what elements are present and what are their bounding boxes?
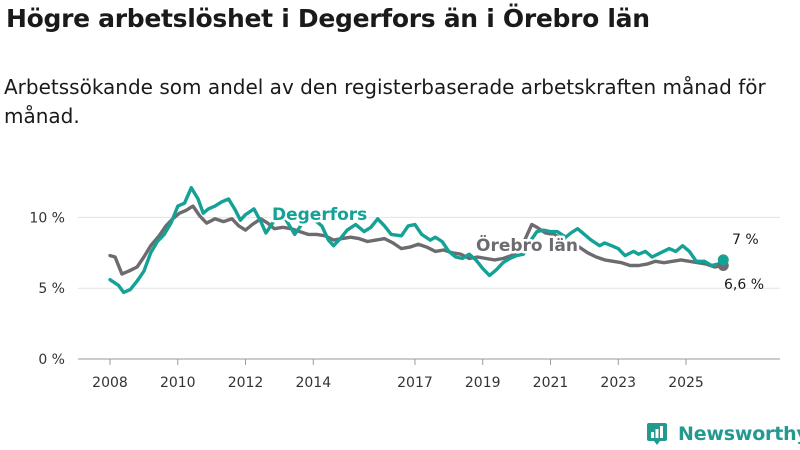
x-tick-label: 2008: [92, 375, 128, 391]
x-tick-label: 2021: [533, 375, 569, 391]
x-tick-label: 2025: [668, 375, 704, 391]
y-tick-label: 0 %: [38, 352, 65, 368]
y-tick-label: 10 %: [29, 210, 65, 226]
y-axis-ticks: 0 % 5 % 10 %: [29, 210, 65, 368]
x-tick-label: 2023: [600, 375, 636, 391]
series-line-degerfors: [108, 186, 725, 295]
x-axis-ticks: 2008 2010 2012 2014 2017 2019 2021 2023 2025: [92, 359, 704, 391]
chart-title: Högre arbetslöshet i Degerfors än i Öreb…: [6, 4, 650, 33]
series-labels: Degerfors Örebro län: [270, 203, 581, 259]
series-label-orebro: Örebro län: [476, 234, 578, 256]
x-tick-label: 2014: [295, 375, 331, 391]
bar-chart-badge-icon: [647, 423, 667, 445]
series-lines: [108, 186, 725, 295]
end-value-label-degerfors: 7 %: [732, 232, 759, 248]
x-tick-label: 2017: [397, 375, 433, 391]
brand-name: Newsworthy: [678, 423, 800, 445]
newsworthy-logo: Newsworthy: [646, 421, 800, 447]
series-line-orebro: [108, 204, 725, 276]
chart-subtitle: Arbetssökande som andel av den registerb…: [4, 75, 766, 128]
x-tick-label: 2010: [160, 375, 196, 391]
x-tick-label: 2012: [228, 375, 264, 391]
x-tick-label: 2019: [465, 375, 501, 391]
line-chart: 0 %5 %10 % 2008 2010 2012 2014 2017 2019 2021 2…: [29, 186, 780, 391]
end-value-label-orebro: 6,6 %: [724, 277, 764, 293]
y-tick-label: 5 %: [38, 281, 65, 297]
series-label-degerfors: Degerfors: [272, 205, 367, 225]
gridlines: [78, 216, 780, 289]
end-markers: 7 % 6,6 %: [717, 232, 764, 293]
end-point-degerfors: [717, 254, 729, 266]
